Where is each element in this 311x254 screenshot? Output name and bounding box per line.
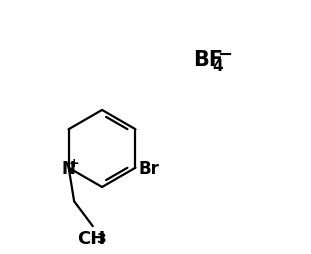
Text: −: − <box>217 45 232 63</box>
Text: 4: 4 <box>212 58 223 73</box>
Text: BF: BF <box>193 50 223 70</box>
Text: Br: Br <box>138 159 159 177</box>
Text: +: + <box>69 156 79 169</box>
Text: CH: CH <box>77 229 106 247</box>
Text: N: N <box>62 159 76 177</box>
Text: 3: 3 <box>96 231 105 245</box>
